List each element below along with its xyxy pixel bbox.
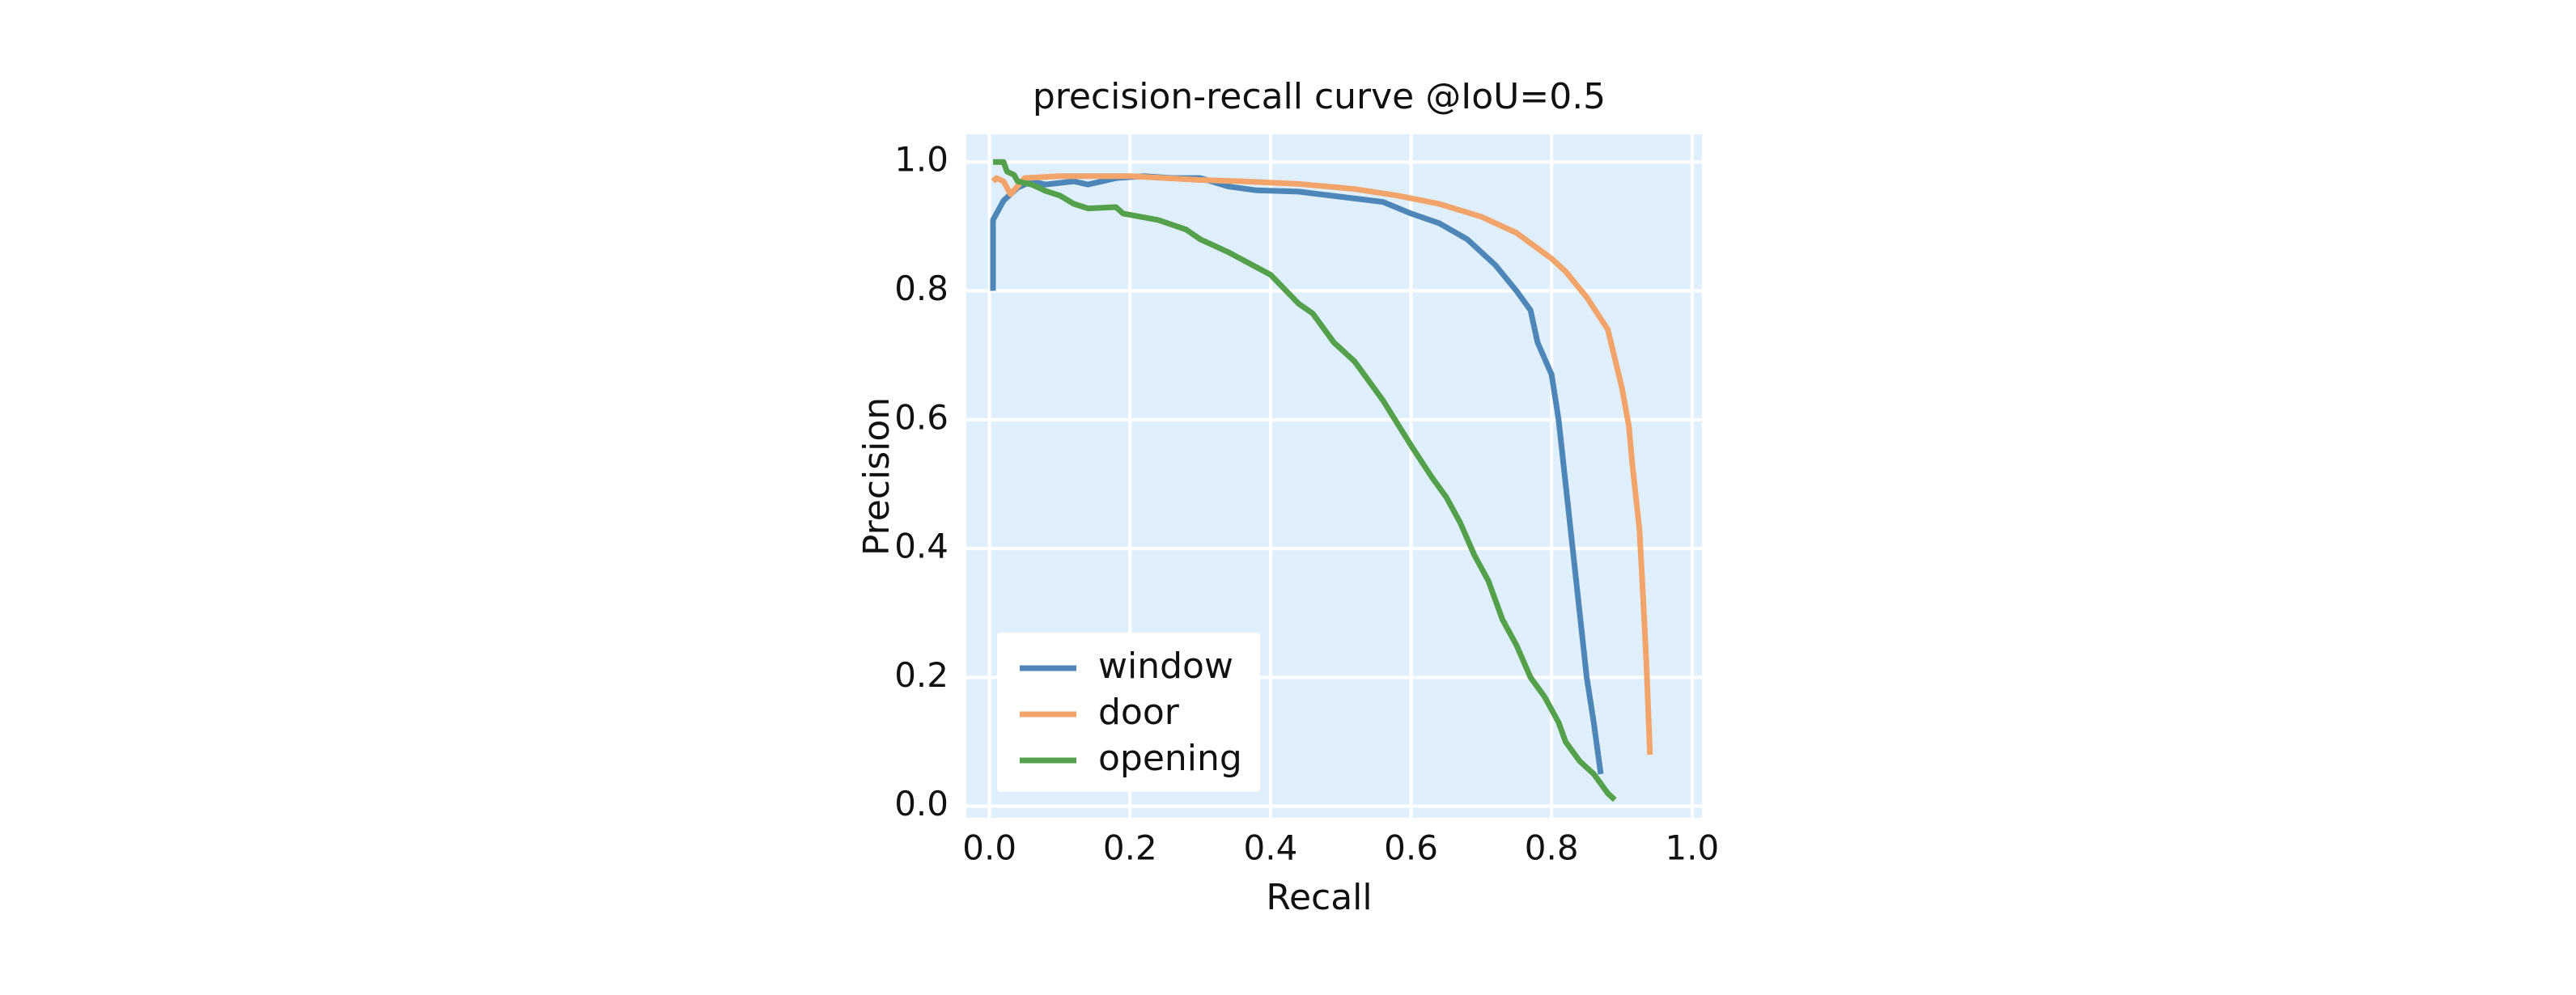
legend-label: window — [1098, 646, 1233, 687]
series-line — [990, 173, 1604, 775]
y-tick-label: 1.0 — [894, 140, 948, 180]
x-tick-label: 0.6 — [1384, 828, 1438, 868]
x-tick-label: 0.4 — [1244, 828, 1298, 868]
y-tick-label: 0.4 — [894, 527, 948, 566]
x-tick-label: 0.8 — [1525, 828, 1579, 868]
y-axis-label: Precision — [856, 397, 898, 556]
y-tick-label: 0.2 — [894, 655, 948, 695]
x-tick-label: 0.0 — [962, 828, 1016, 868]
series-line — [991, 173, 1653, 756]
y-tick-label: 0.0 — [894, 784, 948, 824]
legend-label: opening — [1098, 738, 1242, 779]
y-tick-label: 0.6 — [894, 397, 948, 437]
legend-label: door — [1098, 692, 1180, 733]
x-axis-label: Recall — [1266, 877, 1372, 918]
y-tick-label: 0.8 — [894, 269, 948, 308]
x-tick-label: 1.0 — [1665, 828, 1719, 868]
series-line — [992, 159, 1617, 802]
legend-box — [997, 633, 1260, 792]
chart-title: precision-recall curve @IoU=0.5 — [1033, 76, 1606, 117]
x-tick-label: 0.2 — [1103, 828, 1157, 868]
